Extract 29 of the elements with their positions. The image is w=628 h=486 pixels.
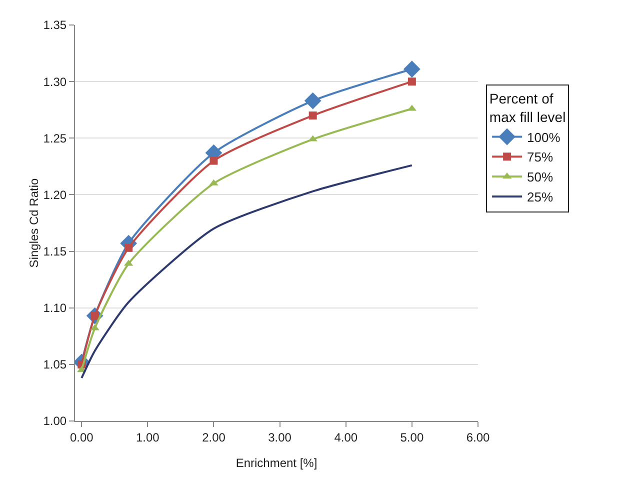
line-series xyxy=(80,164,413,380)
legend-label: 25% xyxy=(527,190,554,205)
y-tick-label: 1.00 xyxy=(43,414,67,428)
x-tick-label: 0.00 xyxy=(70,430,94,444)
y-tick-label: 1.35 xyxy=(43,18,67,32)
x-tick-label: 4.00 xyxy=(334,430,358,444)
legend-title: Percent of max fill level xyxy=(489,90,566,125)
y-tick-label: 1.30 xyxy=(43,74,67,89)
y-tick-label: 1.15 xyxy=(43,244,67,258)
y-tick-label: 1.25 xyxy=(43,131,67,146)
x-tick-label: 5.00 xyxy=(400,430,424,444)
point xyxy=(308,112,317,120)
y-axis-title: Singles Cd Ratio xyxy=(27,178,42,268)
x-tick-label: 2.00 xyxy=(202,430,226,444)
point xyxy=(124,244,133,252)
y-tick-label: 1.10 xyxy=(43,301,67,316)
legend-label: 100% xyxy=(527,130,561,145)
point xyxy=(408,78,416,86)
x-axis-title: Enrichment [%] xyxy=(236,456,318,470)
x-tick-label: 1.00 xyxy=(136,430,160,444)
y-tick-label: 1.20 xyxy=(43,188,67,202)
x-tick-label: 3.00 xyxy=(268,430,292,444)
point xyxy=(210,156,218,165)
y-tick-label: 1.05 xyxy=(43,358,67,372)
point xyxy=(304,92,322,110)
point xyxy=(403,60,420,78)
legend-label: 75% xyxy=(527,150,554,165)
x-tick-label: 6.00 xyxy=(466,430,490,444)
legend-label: 50% xyxy=(527,170,554,185)
